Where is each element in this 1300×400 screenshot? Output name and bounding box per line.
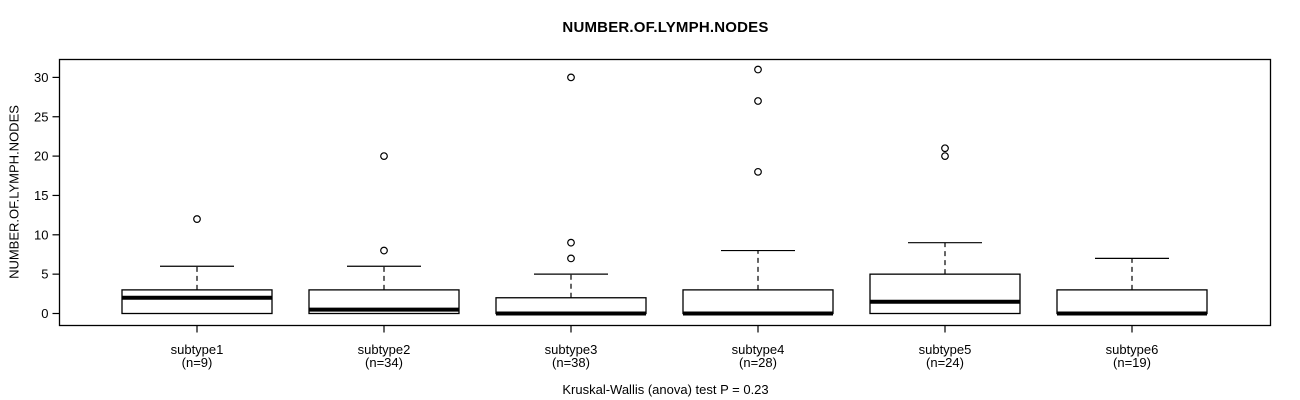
y-axis-tick-label: 30 xyxy=(34,70,48,85)
x-category-label: subtype6 xyxy=(1106,342,1159,357)
outlier-point xyxy=(754,167,762,176)
y-axis-tick-label: 20 xyxy=(34,149,48,164)
box-iqr xyxy=(495,297,647,315)
y-axis-tick-label: 25 xyxy=(34,109,48,124)
x-category-label: subtype1 xyxy=(171,342,224,357)
outlier-point xyxy=(380,152,388,161)
outlier-point xyxy=(754,65,762,74)
outlier-point xyxy=(380,246,388,255)
x-sample-size-label: (n=28) xyxy=(739,355,777,370)
outlier-point xyxy=(567,254,575,263)
x-sample-size-label: (n=38) xyxy=(552,355,590,370)
x-sample-size-label: (n=9) xyxy=(182,355,213,370)
y-axis-tick-label: 15 xyxy=(34,188,48,203)
y-axis-tick-label: 5 xyxy=(41,267,48,282)
x-category-label: subtype5 xyxy=(919,342,972,357)
box-iqr xyxy=(121,289,273,315)
boxplot-group-subtype5: subtype5(n=24) xyxy=(869,144,1021,370)
chart-title: NUMBER.OF.LYMPH.NODES xyxy=(562,19,769,36)
kruskal-wallis-annotation: Kruskal-Wallis (anova) test P = 0.23 xyxy=(562,382,769,397)
x-sample-size-label: (n=34) xyxy=(365,355,403,370)
outlier-point xyxy=(567,73,575,82)
y-axis-tick-label: 0 xyxy=(41,306,48,321)
boxplot-group-subtype4: subtype4(n=28) xyxy=(682,65,834,370)
x-category-label: subtype4 xyxy=(732,342,785,357)
x-sample-size-label: (n=24) xyxy=(926,355,964,370)
outlier-point xyxy=(941,152,949,161)
box-iqr xyxy=(682,289,834,315)
plot-frame xyxy=(58,58,1272,327)
box-iqr xyxy=(869,273,1021,315)
boxplot-group-subtype3: subtype3(n=38) xyxy=(495,73,647,370)
boxplot-group-subtype6: subtype6(n=19) xyxy=(1056,257,1208,370)
outlier-point xyxy=(754,97,762,105)
x-category-label: subtype3 xyxy=(545,342,598,357)
boxplot-group-subtype1: subtype1(n=9) xyxy=(121,215,273,370)
x-sample-size-label: (n=19) xyxy=(1113,355,1151,370)
outlier-point xyxy=(941,144,949,153)
y-axis-tick-label: 10 xyxy=(34,227,48,242)
outlier-point xyxy=(193,215,201,223)
y-axis-title: NUMBER.OF.LYMPH.NODES xyxy=(6,105,22,279)
box-iqr xyxy=(1056,289,1208,315)
x-category-label: subtype2 xyxy=(358,342,411,357)
boxplot-group-subtype2: subtype2(n=34) xyxy=(308,152,460,370)
outlier-point xyxy=(567,238,575,247)
